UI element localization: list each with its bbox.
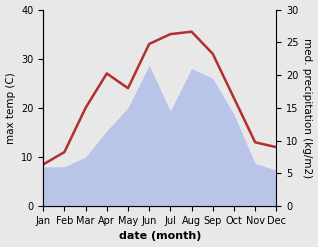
Y-axis label: med. precipitation (kg/m2): med. precipitation (kg/m2)	[302, 38, 313, 178]
Y-axis label: max temp (C): max temp (C)	[5, 72, 16, 144]
X-axis label: date (month): date (month)	[119, 231, 201, 242]
